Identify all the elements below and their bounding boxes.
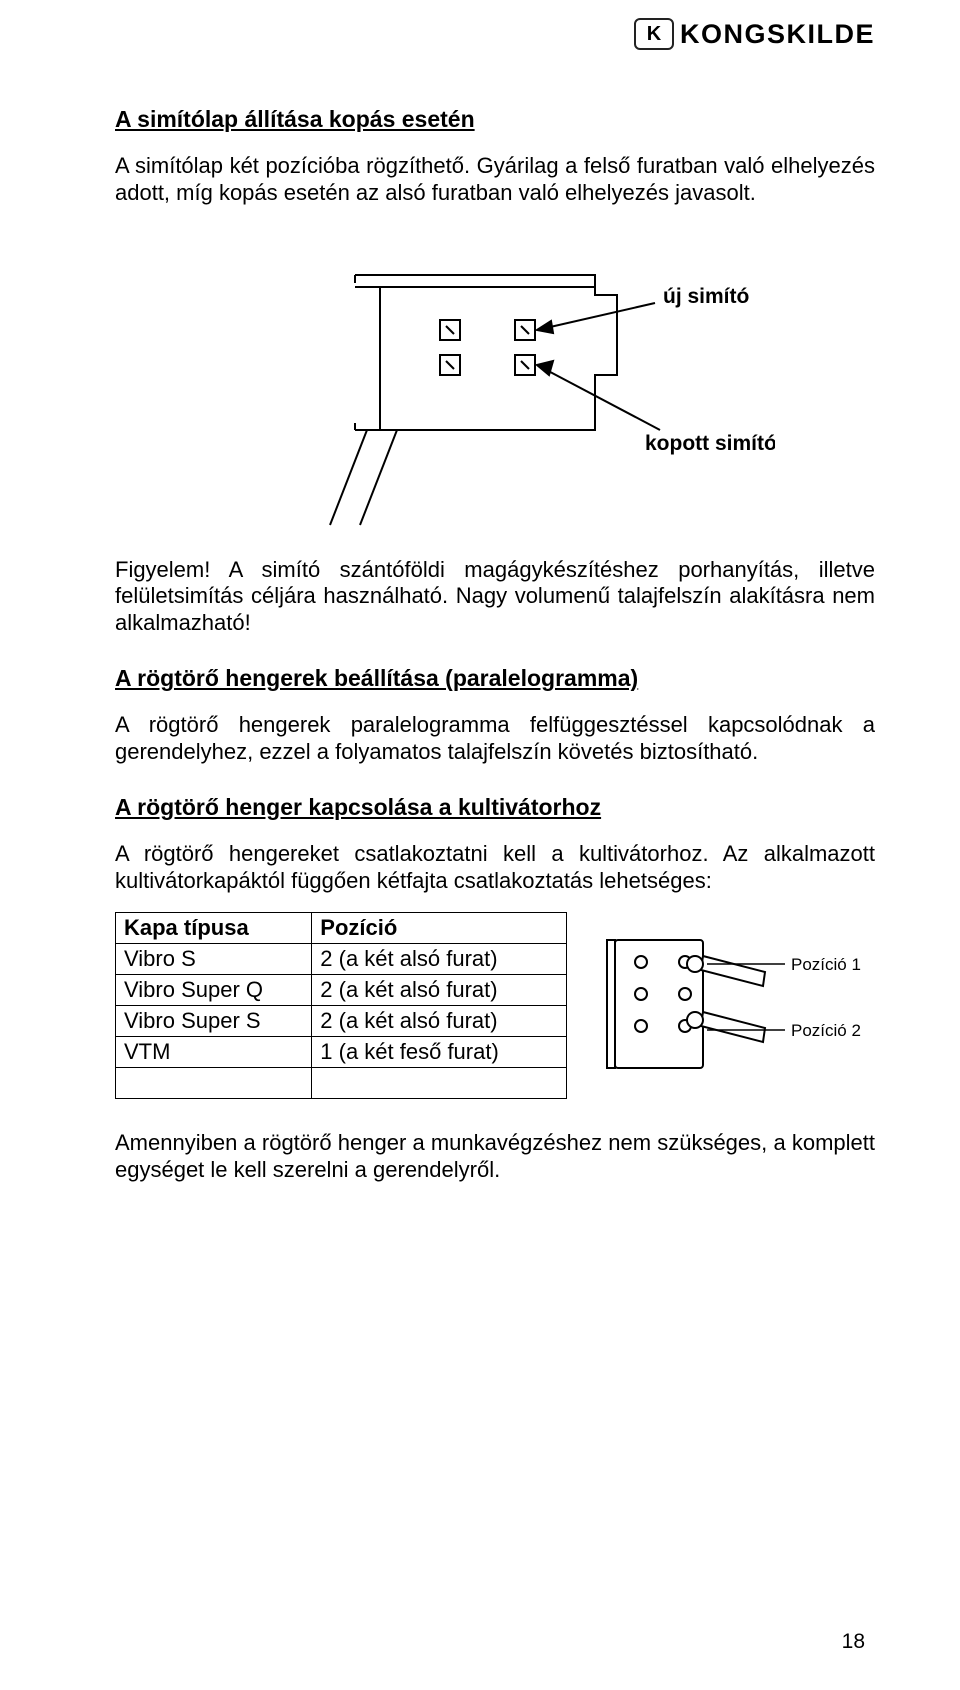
td-kapa: Vibro S xyxy=(116,944,312,975)
td-poz: 1 (a két feső furat) xyxy=(312,1037,567,1068)
para-s3-1: A rögtörő hengereket csatlakoztatni kell… xyxy=(115,841,875,895)
table-and-figure-row: Kapa típusa Pozíció Vibro S 2 (a két als… xyxy=(115,912,875,1102)
td-poz: 2 (a két alsó furat) xyxy=(312,1006,567,1037)
th-pozicio: Pozíció xyxy=(312,913,567,944)
td-kapa: VTM xyxy=(116,1037,312,1068)
table-row: VTM 1 (a két feső furat) xyxy=(116,1037,567,1068)
td-kapa: Vibro Super Q xyxy=(116,975,312,1006)
table-row-blank xyxy=(116,1068,567,1099)
kapa-table: Kapa típusa Pozíció Vibro S 2 (a két als… xyxy=(115,912,567,1099)
para-s1-1: A simítólap két pozícióba rögzíthető. Gy… xyxy=(115,153,875,207)
fig2-label-pos2: Pozíció 2 xyxy=(791,1021,861,1040)
td-poz: 2 (a két alsó furat) xyxy=(312,975,567,1006)
fig2-label-pos1: Pozíció 1 xyxy=(791,955,861,974)
td-blank xyxy=(116,1068,312,1099)
figure-simito-svg: új simító kopott simító xyxy=(215,225,775,535)
table-row: Vibro S 2 (a két alsó furat) xyxy=(116,944,567,975)
td-poz: 2 (a két alsó furat) xyxy=(312,944,567,975)
brand-logo: K KONGSKILDE xyxy=(634,18,875,50)
para-s3-2: Amennyiben a rögtörő henger a munkavégzé… xyxy=(115,1130,875,1184)
fig1-label-worn: kopott simító xyxy=(645,432,775,455)
heading-simitolap: A simítólap állítása kopás esetén xyxy=(115,106,875,133)
figure-pozicio: Pozíció 1 Pozíció 2 xyxy=(595,912,875,1102)
th-kapa: Kapa típusa xyxy=(116,913,312,944)
heading-kapcsolas: A rögtörő henger kapcsolása a kultivátor… xyxy=(115,794,875,821)
page-number: 18 xyxy=(842,1630,865,1654)
td-kapa: Vibro Super S xyxy=(116,1006,312,1037)
figure-simito: új simító kopott simító xyxy=(115,225,875,535)
fig1-label-new: új simító xyxy=(663,285,749,308)
table-row: Vibro Super Q 2 (a két alsó furat) xyxy=(116,975,567,1006)
logo-text: KONGSKILDE xyxy=(680,19,875,50)
page: K KONGSKILDE A simítólap állítása kopás … xyxy=(0,0,960,1690)
table-row: Vibro Super S 2 (a két alsó furat) xyxy=(116,1006,567,1037)
td-blank xyxy=(312,1068,567,1099)
logo-badge: K xyxy=(634,18,674,50)
table-header-row: Kapa típusa Pozíció xyxy=(116,913,567,944)
heading-paralelogramma: A rögtörő hengerek beállítása (paralelog… xyxy=(115,665,875,692)
para-s2-1: A rögtörő hengerek paralelogramma felfüg… xyxy=(115,712,875,766)
para-s1-2: Figyelem! A simító szántóföldi magágykés… xyxy=(115,557,875,637)
